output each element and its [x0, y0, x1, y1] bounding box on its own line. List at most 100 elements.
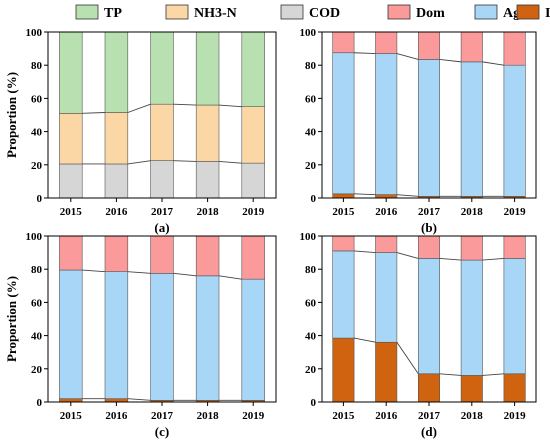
legend-swatch-tp — [75, 4, 99, 20]
y-tick-label: 20 — [31, 364, 43, 376]
legend-swatch-ind — [516, 4, 540, 20]
y-tick-label: 100 — [26, 27, 43, 39]
y-tick-label: 0 — [311, 193, 317, 205]
bar-a-cod-2019 — [241, 162, 265, 199]
bar-d-agr-2019 — [503, 258, 526, 375]
connector-a-cod — [218, 161, 242, 164]
bar-c-dom-2019 — [241, 235, 265, 280]
connector-a-nh3-n — [82, 112, 106, 114]
bar-d-dom-2017 — [417, 235, 440, 259]
bar-d-ind-2018 — [460, 375, 483, 403]
legend-label-nh3-n: NH3-N — [194, 6, 237, 21]
bar-a-tp-2019 — [241, 31, 265, 107]
connector-d-ind — [482, 373, 504, 376]
legend-swatch-agr — [474, 4, 498, 20]
bar-c-agr-2015 — [59, 269, 83, 399]
bar-d-agr-2016 — [375, 252, 398, 343]
panel-label: (a) — [154, 220, 169, 235]
bar-c-agr-2018 — [195, 275, 220, 401]
bar-a-nh3-n-2018 — [195, 104, 220, 162]
bar-d-ind-2016 — [375, 341, 398, 403]
bar-c-agr-2017 — [150, 273, 174, 401]
x-tick-label: 2017 — [151, 206, 174, 218]
y-tick-label: 40 — [31, 127, 43, 139]
bar-a-tp-2016 — [104, 31, 129, 113]
bar-b-agr-2018 — [460, 61, 483, 197]
y-tick-label: 40 — [31, 331, 43, 343]
chart-panel-c: 0 20 40 60 80 100 2015 2016 2017 2018 2019 Proporti… — [4, 231, 277, 439]
y-tick-label: 80 — [31, 264, 43, 276]
y-tick-label: 20 — [305, 364, 317, 376]
bar-b-dom-2017 — [417, 31, 440, 60]
panel-label: (d) — [421, 424, 437, 439]
bar-b-agr-2017 — [417, 59, 440, 197]
bar-d-ind-2015 — [332, 337, 355, 403]
bar-a-cod-2016 — [104, 163, 129, 199]
chart-panel-d: 0 20 40 60 80 100 2015 2016 2017 2018 2019 (d) — [300, 231, 537, 439]
x-tick-label: 2017 — [418, 410, 441, 422]
connector-c-ind — [127, 398, 151, 401]
connector-d-ind — [354, 337, 376, 343]
x-tick-label: 2015 — [60, 206, 83, 218]
bar-d-dom-2019 — [503, 235, 526, 259]
connector-c-agr — [82, 269, 106, 273]
y-tick-label: 40 — [305, 331, 317, 343]
bar-a-nh3-n-2017 — [150, 103, 174, 161]
y-tick-label: 0 — [37, 193, 43, 205]
connector-a-nh3-n — [127, 103, 151, 113]
x-tick-label: 2018 — [197, 410, 220, 422]
y-tick-label: 60 — [305, 297, 317, 309]
x-tick-label: 2018 — [461, 410, 484, 422]
y-tick-label: 80 — [31, 60, 43, 72]
y-tick-label: 60 — [305, 93, 317, 105]
legend-label-ind: Ind — [545, 6, 550, 21]
legend-label-tp: TP — [104, 6, 122, 21]
x-tick-label: 2018 — [461, 206, 484, 218]
legend-label-cod: COD — [309, 6, 340, 21]
bar-d-agr-2015 — [332, 250, 355, 339]
x-tick-label: 2016 — [105, 206, 128, 218]
connector-d-ind — [439, 373, 462, 376]
chart-panel-a: 0 20 40 60 80 100 2015 2016 2017 2018 2019 Proporti… — [4, 27, 277, 235]
connector-b-agr — [354, 52, 376, 55]
bar-d-agr-2018 — [460, 259, 483, 376]
y-tick-label: 80 — [305, 60, 317, 72]
bar-b-dom-2018 — [460, 31, 483, 63]
y-tick-label: 0 — [311, 397, 317, 409]
y-axis-label: Proportion (%) — [4, 276, 19, 362]
legend-swatch-nh3-n — [165, 4, 189, 20]
bar-c-agr-2016 — [104, 271, 129, 399]
connector-b-agr — [482, 61, 504, 66]
connector-c-agr — [173, 272, 197, 277]
bar-d-agr-2017 — [417, 258, 440, 375]
connector-d-agr — [354, 250, 376, 254]
x-tick-label: 2016 — [375, 410, 398, 422]
legend-swatch-dom — [387, 4, 411, 20]
y-axis-label: Proportion (%) — [4, 72, 19, 158]
connector-d-ind — [396, 341, 419, 375]
bar-d-ind-2017 — [417, 373, 440, 403]
x-tick-label: 2017 — [151, 410, 174, 422]
x-tick-label: 2017 — [418, 206, 441, 218]
y-tick-label: 20 — [305, 160, 317, 172]
connector-d-agr — [482, 257, 504, 261]
bar-a-nh3-n-2016 — [104, 112, 129, 165]
connector-a-nh3-n — [173, 103, 197, 106]
bar-b-agr-2019 — [503, 64, 526, 197]
x-tick-label: 2016 — [375, 206, 398, 218]
bar-d-ind-2019 — [503, 373, 526, 403]
bar-c-dom-2016 — [104, 235, 129, 272]
x-tick-label: 2015 — [332, 410, 355, 422]
y-tick-label: 100 — [300, 231, 317, 243]
y-tick-label: 100 — [300, 27, 317, 39]
x-tick-label: 2015 — [60, 410, 83, 422]
x-tick-label: 2019 — [504, 410, 527, 422]
x-tick-label: 2019 — [242, 410, 265, 422]
bar-a-nh3-n-2019 — [241, 106, 265, 164]
y-tick-label: 100 — [26, 231, 43, 243]
x-tick-label: 2019 — [504, 206, 527, 218]
bar-b-dom-2015 — [332, 31, 355, 54]
connector-c-agr — [127, 271, 151, 274]
